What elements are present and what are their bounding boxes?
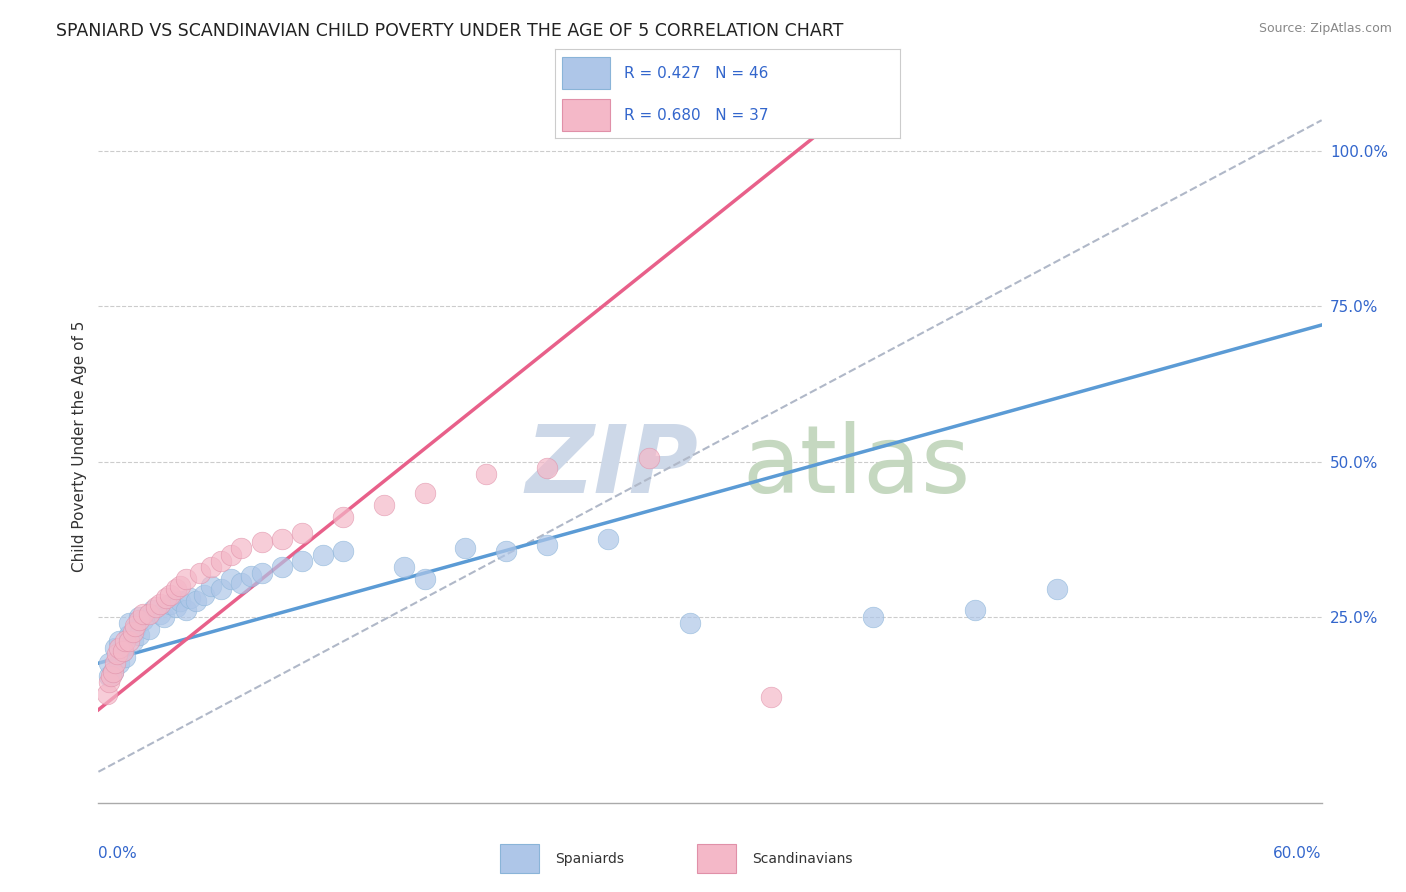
Text: SPANIARD VS SCANDINAVIAN CHILD POVERTY UNDER THE AGE OF 5 CORRELATION CHART: SPANIARD VS SCANDINAVIAN CHILD POVERTY U… (56, 22, 844, 40)
Point (149, 607, 172, 621)
Point (186, 594, 208, 608)
Point (332, 544, 354, 558)
Point (965, 603, 987, 617)
Point (111, 644, 134, 658)
Point (118, 615, 141, 630)
Point (332, 510, 354, 524)
Point (231, 541, 253, 556)
Text: atlas: atlas (742, 421, 972, 514)
Point (679, 615, 702, 630)
Point (291, 554, 314, 568)
Point (128, 628, 150, 642)
Text: Scandinavians: Scandinavians (752, 852, 852, 865)
Text: R = 0.427   N = 46: R = 0.427 N = 46 (624, 66, 769, 80)
Point (312, 548, 335, 562)
Point (96, 687, 118, 701)
Point (105, 647, 128, 661)
Point (270, 532, 294, 546)
Point (108, 656, 131, 670)
Point (159, 588, 181, 602)
Point (270, 560, 294, 574)
Point (128, 613, 150, 627)
Point (250, 566, 273, 581)
Point (250, 535, 273, 549)
Point (159, 597, 181, 611)
Point (862, 609, 884, 624)
Point (118, 634, 141, 648)
Point (124, 619, 146, 633)
Text: 60.0%: 60.0% (1274, 846, 1322, 861)
Point (114, 634, 136, 648)
Point (97, 656, 120, 670)
Text: R = 0.680   N = 37: R = 0.680 N = 37 (624, 108, 769, 122)
Point (114, 650, 136, 665)
Point (474, 467, 498, 481)
Point (209, 582, 232, 596)
Point (291, 525, 314, 540)
Point (118, 628, 141, 642)
Point (155, 591, 177, 605)
Point (495, 544, 517, 558)
Point (97, 674, 120, 689)
Point (373, 498, 395, 512)
Text: 0.0%: 0.0% (98, 846, 138, 861)
Point (169, 594, 191, 608)
Point (108, 640, 131, 655)
Point (413, 485, 436, 500)
Point (188, 566, 212, 581)
Point (231, 575, 253, 590)
Point (165, 582, 187, 596)
Point (104, 640, 127, 655)
Point (138, 607, 160, 621)
Point (240, 569, 263, 583)
Text: ZIP: ZIP (526, 421, 699, 514)
Bar (562, 99, 610, 131)
Point (219, 573, 242, 587)
Point (598, 532, 620, 546)
Point (111, 644, 134, 658)
Point (200, 560, 222, 574)
Point (145, 600, 167, 615)
Point (165, 600, 187, 615)
Point (100, 668, 122, 682)
Point (1045, 582, 1069, 596)
Point (413, 573, 436, 587)
Point (128, 609, 150, 624)
Bar (562, 57, 610, 89)
Point (193, 588, 215, 602)
Point (122, 625, 145, 640)
Point (108, 634, 131, 648)
Point (392, 560, 416, 574)
Point (104, 656, 127, 670)
Point (174, 573, 197, 587)
Y-axis label: Child Poverty Under the Age of 5: Child Poverty Under the Age of 5 (72, 320, 87, 572)
Point (132, 607, 155, 621)
Point (101, 665, 124, 680)
Point (142, 603, 165, 617)
Text: Source: ZipAtlas.com: Source: ZipAtlas.com (1258, 22, 1392, 36)
Point (97, 668, 120, 682)
Point (536, 460, 558, 475)
Point (169, 579, 191, 593)
Point (174, 603, 197, 617)
Point (132, 613, 155, 627)
Bar (501, 844, 540, 873)
Point (124, 622, 146, 636)
Point (138, 622, 160, 636)
Point (152, 609, 174, 624)
Point (454, 541, 477, 556)
Point (101, 665, 124, 680)
Point (149, 597, 172, 611)
Point (761, 690, 783, 705)
Point (122, 634, 145, 648)
Point (637, 451, 661, 466)
Text: Spaniards: Spaniards (555, 852, 624, 865)
Point (219, 548, 242, 562)
Point (209, 554, 232, 568)
Bar (697, 844, 737, 873)
Point (179, 591, 201, 605)
Point (200, 579, 222, 593)
Point (536, 538, 558, 552)
